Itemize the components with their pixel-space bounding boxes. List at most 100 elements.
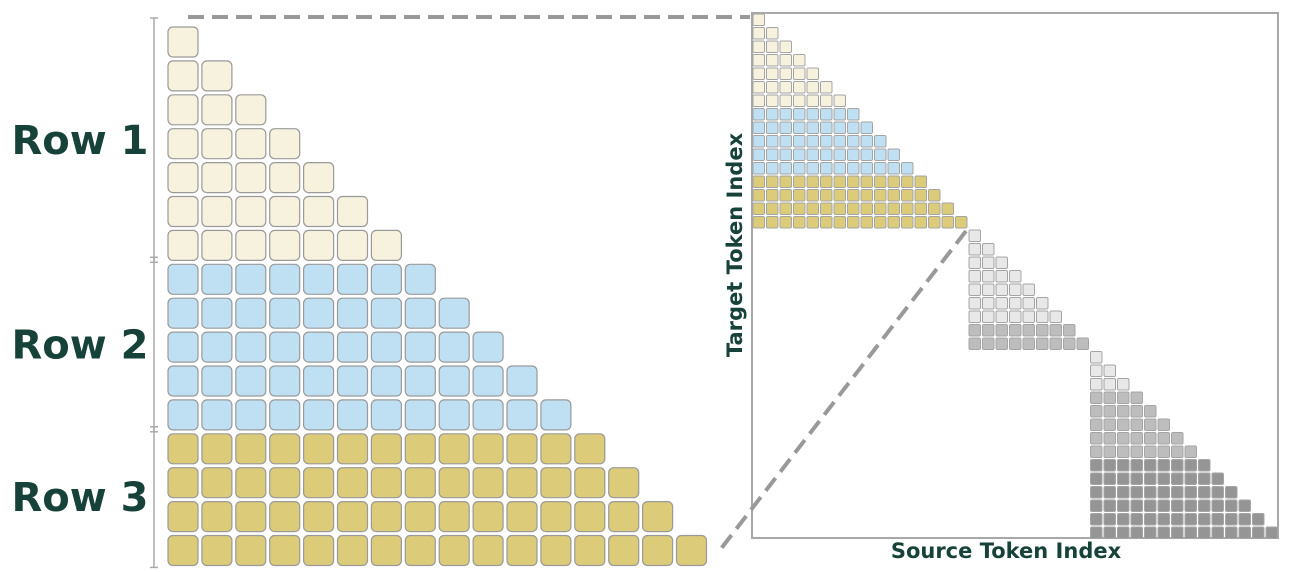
- token-cell: [370, 365, 402, 397]
- mask-cell: [752, 162, 765, 175]
- token-cell: [336, 331, 369, 363]
- token-cell: [608, 467, 640, 499]
- token-cell: [540, 399, 572, 431]
- token-cell: [303, 263, 335, 295]
- mask-cell: [914, 216, 927, 229]
- mask-cell: [1022, 297, 1035, 310]
- token-cell: [167, 263, 199, 295]
- token-cell: [235, 331, 267, 363]
- token-cell: [370, 534, 402, 567]
- mask-cell: [847, 135, 860, 148]
- mask-cell: [1171, 499, 1184, 512]
- token-cell: [201, 297, 233, 329]
- mask-cell: [1144, 459, 1157, 472]
- token-cell: [167, 365, 199, 397]
- mask-cell: [1090, 418, 1103, 431]
- mask-cell: [955, 216, 968, 229]
- mask-cell: [820, 148, 833, 161]
- mask-cell: [1144, 432, 1157, 445]
- mask-cell: [887, 162, 900, 175]
- mask-cell: [766, 148, 779, 161]
- token-cell: [370, 297, 402, 329]
- mask-cell: [779, 81, 792, 94]
- token-cell: [235, 128, 267, 160]
- mask-cell: [793, 135, 806, 148]
- token-cell: [370, 331, 402, 363]
- mask-cell: [1130, 445, 1143, 458]
- mask-cell: [1063, 324, 1076, 337]
- mask-cell: [968, 324, 981, 337]
- mask-cell: [793, 108, 806, 121]
- token-cell: [303, 433, 335, 465]
- token-cell: [303, 365, 335, 397]
- mask-cell: [1157, 418, 1170, 431]
- token-cell: [506, 501, 538, 533]
- mask-cell: [779, 202, 792, 215]
- mask-cell: [1036, 297, 1049, 310]
- mask-cell: [1117, 432, 1130, 445]
- token-cell: [336, 263, 369, 295]
- mask-cell: [968, 310, 981, 323]
- token-cell: [269, 128, 301, 160]
- mask-cell: [806, 216, 819, 229]
- mask-cell: [982, 256, 995, 269]
- token-cell: [201, 195, 233, 228]
- mask-cell: [1090, 391, 1103, 404]
- mask-cell: [1130, 391, 1143, 404]
- mask-cell: [1184, 459, 1197, 472]
- row-group-2: Row 2: [12, 256, 572, 433]
- token-cell: [438, 331, 470, 363]
- mask-cell: [806, 162, 819, 175]
- token-cell: [641, 534, 674, 567]
- mask-cell: [874, 216, 887, 229]
- mask-cell: [779, 162, 792, 175]
- mask-cell: [1157, 445, 1170, 458]
- mask-cell: [779, 121, 792, 134]
- mask-cell: [847, 162, 860, 175]
- mask-cell: [982, 297, 995, 310]
- mask-cell: [968, 256, 981, 269]
- token-cell: [235, 195, 267, 228]
- token-cell: [574, 433, 606, 465]
- mask-cell: [982, 337, 995, 350]
- token-cell: [201, 467, 233, 499]
- token-cell: [404, 501, 436, 533]
- token-cell: [404, 534, 436, 567]
- token-cell: [269, 229, 301, 261]
- mask-cell: [1036, 337, 1049, 350]
- token-cell: [540, 501, 572, 533]
- mask-cell: [995, 337, 1008, 350]
- mask-cell: [766, 202, 779, 215]
- mask-cell: [968, 297, 981, 310]
- token-cell: [404, 365, 436, 397]
- mask-cell: [982, 310, 995, 323]
- token-cell: [506, 365, 538, 397]
- mask-cell: [793, 189, 806, 202]
- mask-cell: [1184, 513, 1197, 526]
- mask-cell: [968, 229, 981, 242]
- mask-cell: [1103, 364, 1116, 377]
- mask-cell: [1265, 526, 1278, 539]
- mask-cell: [860, 135, 873, 148]
- mask-cell: [1130, 418, 1143, 431]
- left-triangle-panel: Row 1 Row 2 Row 3: [12, 17, 708, 569]
- token-cell: [167, 229, 199, 261]
- mask-cell: [806, 121, 819, 134]
- token-cell: [235, 94, 267, 126]
- token-cell: [269, 467, 301, 499]
- row-bracket: [150, 426, 158, 569]
- mask-cell: [901, 162, 914, 175]
- mask-cell: [1090, 445, 1103, 458]
- mask-cell: [1157, 526, 1170, 539]
- mask-cell: [766, 40, 779, 53]
- mask-cell: [874, 175, 887, 188]
- mask-cell: [1036, 324, 1049, 337]
- mask-cell: [833, 135, 846, 148]
- token-cell: [303, 467, 335, 499]
- token-cell: [438, 501, 470, 533]
- token-cell: [269, 534, 301, 567]
- token-cell: [303, 534, 335, 567]
- mask-cell: [1130, 486, 1143, 499]
- mask-cell: [1009, 270, 1022, 283]
- mask-cell: [1157, 472, 1170, 485]
